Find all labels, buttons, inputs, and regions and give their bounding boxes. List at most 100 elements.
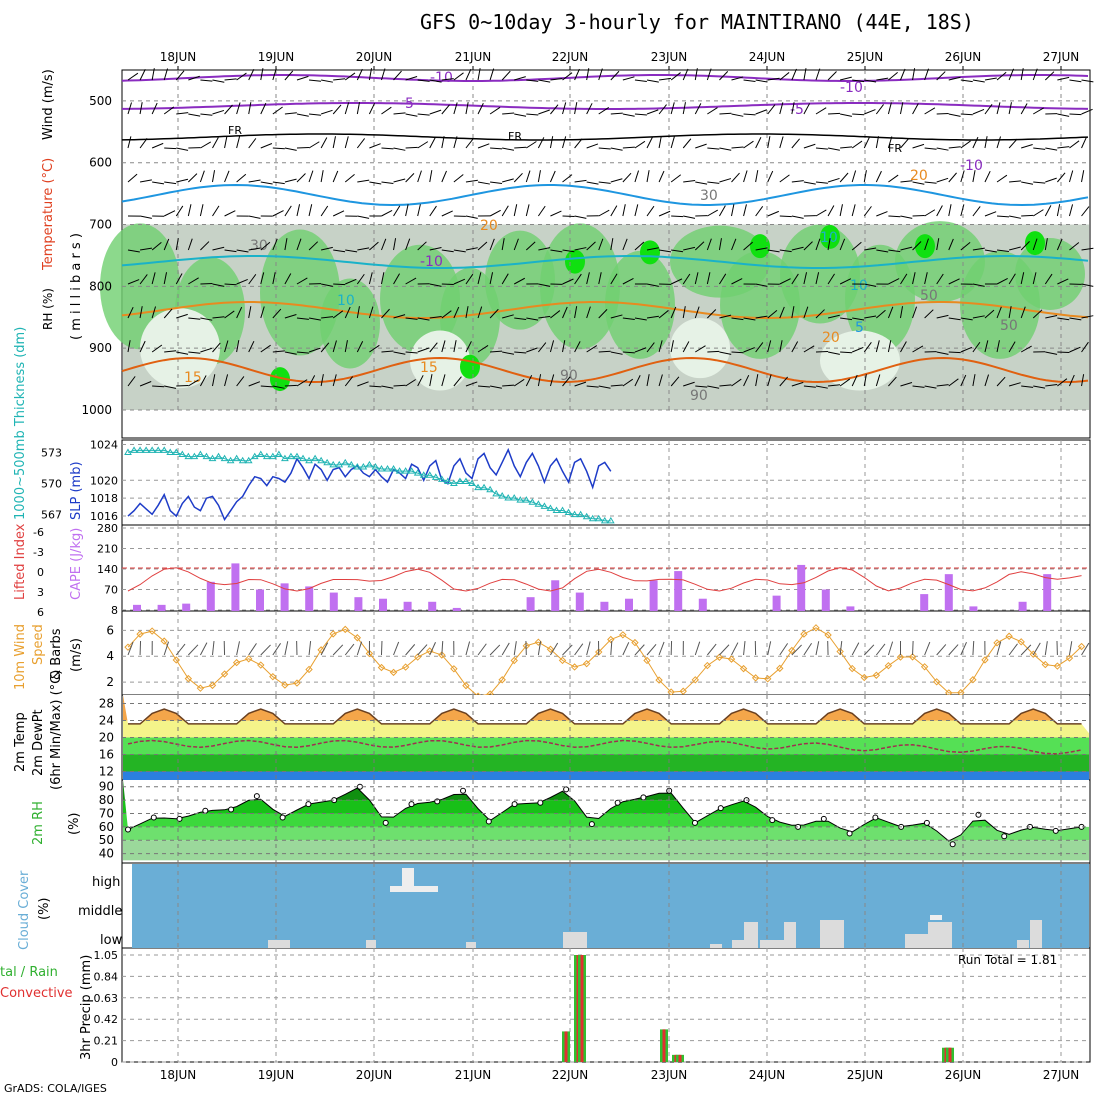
wind-barb [236,376,245,387]
wind-speed-point [365,649,374,658]
wind-barb [562,136,567,149]
wind-barb [199,375,207,387]
wind-barb [1081,247,1094,251]
wind-speed-point [389,668,398,677]
wind-speed-point [860,673,868,682]
wind-speed-point [570,663,579,671]
wind-barb [1057,76,1070,81]
wind-barb [368,68,373,81]
wind-barb [984,136,988,149]
wind-barb [188,277,199,285]
wind-barb [1032,68,1038,81]
wind-barb [393,273,400,285]
wind-barb [864,283,877,287]
wind-barb [610,314,623,319]
wind-barb [248,340,255,353]
wind-barb [815,641,820,656]
wind-barb [188,317,201,320]
wind-barb [694,68,698,81]
wind-barb [719,112,732,115]
wind-barb [960,317,973,321]
wind-barb [574,247,587,251]
wind-barb [610,238,614,251]
wind-barb [441,310,452,319]
wind-barb [863,206,872,217]
wind-barb [369,181,382,185]
contour-label: 90 [690,388,708,404]
wind-barb [127,136,132,149]
cape-bar [674,571,683,611]
thickness-point [389,465,398,472]
wind-barb [429,170,433,183]
temp-band [123,754,1089,772]
thickness-point [564,508,573,516]
wind-barb [900,138,909,149]
wind-barb [176,313,188,319]
label-2m-rh: 2m RH [31,801,46,845]
wind-barb [972,315,985,319]
wind-barb [284,178,297,183]
wind-barb [453,136,458,149]
contour-label: -5 [790,102,804,118]
wind-barb [429,283,442,287]
label-wind-speed: Speed [31,624,46,665]
wind-barb [984,309,995,319]
wind-barb [936,314,949,319]
wind-barb [260,68,264,81]
wind-barb [465,381,478,387]
wind-barb [272,385,285,389]
cape-bar [133,604,141,611]
wind-barb [550,77,563,81]
top-date-label: 22JUN [552,50,589,64]
thickness-point [516,496,525,503]
wind-barb [755,283,768,287]
wind-barb [393,351,406,355]
wind-barb [489,68,495,81]
wind-barb [1032,238,1038,251]
thickness-point [238,456,247,464]
wind-speed-point [727,655,736,663]
wind-barb [659,77,672,81]
wind-speed-point [1053,662,1062,670]
precip-tick-label: 0.63 [94,992,119,1005]
thickness-point [437,475,446,482]
wind-barb [864,247,877,251]
wind-barb [333,283,346,286]
wind-barb [670,306,677,319]
wind-barb [321,283,333,287]
wind-barb [960,113,973,116]
rh2m-point [228,806,235,813]
thickness-point [335,460,344,468]
wind-barb [489,106,501,115]
wind-barb [369,385,382,388]
wind-barb [912,68,916,81]
rh2m-point [614,799,621,806]
rh-band [123,840,1089,861]
wind-barb [586,641,591,656]
wind-barb [1057,113,1070,117]
thickness-point [588,514,597,522]
wind-barb [1032,209,1044,217]
wind-barb [188,379,199,387]
wind-barb [815,238,821,251]
wind-barb [308,347,321,353]
wind-barb [1045,351,1058,355]
wind-barb [296,277,308,285]
wind-barb [296,146,309,149]
wind-barb [706,272,711,285]
contour-label: 10 [337,293,355,309]
wind-barb [622,317,635,321]
rh-moist-region [260,229,340,356]
wind-barb [224,374,229,387]
cloud-low-block [466,942,476,948]
wind-barb [876,309,886,319]
wind-barb [586,241,596,251]
wind-barb [1008,102,1012,115]
wind-barb [888,71,898,81]
wind-speed-point [932,678,941,686]
wind-barb [537,205,546,217]
cape-bar [821,589,830,611]
thickness-point [504,494,513,501]
wind-barb [900,215,913,219]
wind-barb [526,347,538,353]
